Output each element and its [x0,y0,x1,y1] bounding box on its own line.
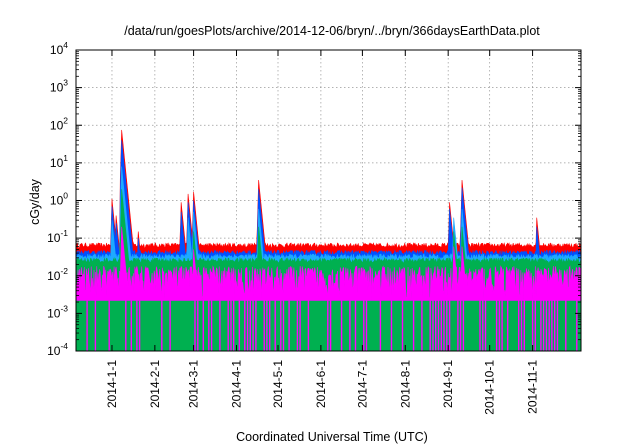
x-tick-label: 2014-2-1 [148,360,162,408]
x-tick-label: 2014-3-1 [187,360,201,408]
series-area [75,189,582,352]
y-tick-label: 101 [50,153,68,170]
y-tick-label: 10-3 [47,303,68,320]
x-tick-label: 2014-7-1 [355,360,369,408]
y-tick-label: 104 [50,40,68,57]
x-tick-label: 2014-9-1 [441,360,455,408]
y-axis-label: cGy/day [28,178,42,225]
x-tick-label: 2014-6-1 [314,360,328,408]
x-axis: 2014-1-1 2014-2-1 2014-3-1 2014-4-1 2014-5-1… [105,50,540,415]
plot-area [75,129,582,352]
x-tick-label: 2014-4-1 [229,360,243,408]
series-area [75,226,582,351]
x-tick-label: 2014-10-1 [483,360,497,415]
x-tick-label: 2014-5-1 [271,360,285,408]
y-tick-label: 100 [50,191,68,208]
y-tick-label: 102 [50,115,68,132]
series-dropouts [86,300,578,351]
x-tick-label: 2014-8-1 [398,360,412,408]
x-axis-label: Coordinated Universal Time (UTC) [236,430,428,444]
y-tick-label: 103 [50,78,68,95]
x-tick-label: 2014-1-1 [105,360,119,408]
y-tick-label: 10-1 [47,228,68,245]
series-band [75,226,582,301]
y-tick-label: 10-4 [47,341,68,358]
y-tick-label: 10-2 [47,266,68,283]
y-axis: 10-4 10-3 10-2 10-1 100 101 102 103 104 [47,40,581,358]
series-band [75,189,582,352]
x-tick-label: 2014-11-1 [526,360,540,414]
chart-title: /data/run/goesPlots/archive/2014-12-06/b… [124,24,540,38]
